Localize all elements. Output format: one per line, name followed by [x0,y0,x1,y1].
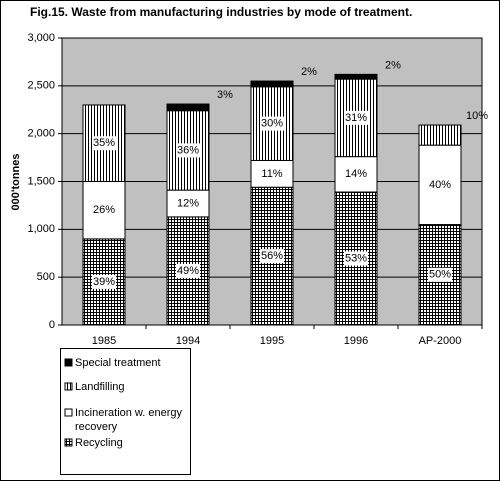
label-bg [344,167,368,182]
data-label: 14% [345,168,367,180]
legend-label: Incineration w. energy recovery [75,407,183,433]
legend-swatch [64,408,73,417]
y-axis-label: 000'tonnes [10,153,22,210]
label-bg [344,110,368,125]
legend-swatch [64,358,73,367]
y-tick-label: 1,000 [27,223,55,235]
bar-segment [166,103,210,112]
data-label: 39% [93,276,115,288]
chart-title: Fig.15. Waste from manufacturing industr… [30,5,412,19]
bar-segment [166,216,210,326]
label-bg [176,196,200,211]
data-label: 3% [217,89,233,101]
legend-box [60,348,191,475]
y-tick-label: 3,000 [27,32,55,44]
label-bg [344,251,368,266]
x-tick-label: AP-2000 [419,335,462,347]
legend-swatch [64,382,73,391]
label-bg [260,166,284,181]
label-bg [260,249,284,264]
data-label: 26% [93,204,115,216]
label-bg [428,177,452,192]
bar-segment [334,73,378,80]
data-label: 56% [261,250,283,262]
legend-label: Recycling [75,437,123,449]
data-label: 53% [345,252,367,264]
data-label: 36% [177,144,199,156]
label-bg [92,136,116,151]
y-tick-label: 2,500 [27,80,55,92]
data-label: 2% [301,66,317,78]
y-tick-label: 500 [37,271,55,283]
legend-label: Special treatment [75,357,161,369]
label-bg [92,274,116,289]
data-label: 2% [385,59,401,71]
data-label: 31% [345,112,367,124]
data-label: 10% [466,110,488,122]
label-bg [176,143,200,158]
y-tick-label: 2,000 [27,128,55,140]
legend-label: Landfilling [75,381,125,393]
data-label: 40% [429,179,451,191]
label-bg [428,267,452,282]
data-label: 35% [93,137,115,149]
legend-swatch [64,438,73,447]
data-label: 12% [177,197,199,209]
x-tick-label: 1995 [260,335,284,347]
y-tick-label: 0 [49,319,55,331]
data-label: 50% [429,269,451,281]
bar-segment [418,124,462,146]
label-bg [176,263,200,278]
data-label: 30% [261,118,283,130]
label-bg [92,203,116,218]
data-label: 49% [177,265,199,277]
x-tick-label: 1985 [92,335,116,347]
bar-segment [250,80,294,88]
label-bg [260,116,284,131]
x-tick-label: 1994 [176,335,200,347]
x-tick-label: 1996 [344,335,368,347]
y-tick-label: 1,500 [27,175,55,187]
data-label: 11% [261,168,282,180]
